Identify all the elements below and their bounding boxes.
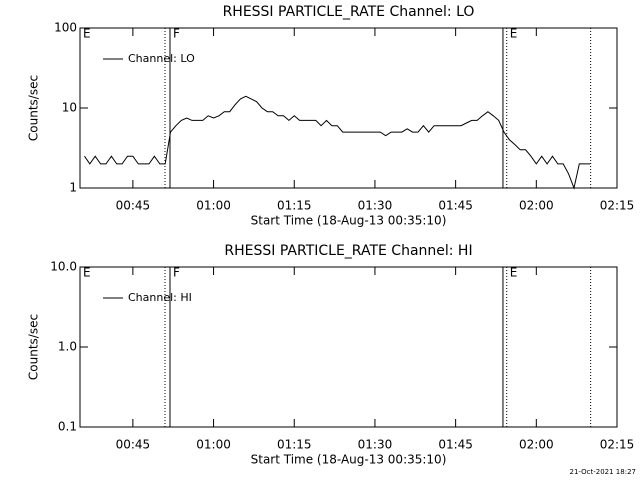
chart-title: RHESSI PARTICLE_RATE Channel: LO	[223, 4, 475, 20]
x-tick-label: 01:00	[196, 199, 231, 213]
y-tick-label: 10	[62, 101, 77, 115]
x-tick-label: 01:15	[277, 438, 312, 452]
flag-label: E	[510, 266, 518, 280]
x-tick-label: 00:45	[116, 438, 151, 452]
y-tick-label: 1	[69, 181, 77, 195]
flag-label: F	[173, 266, 180, 280]
y-axis-label: Counts/sec	[27, 75, 41, 141]
x-tick-label: 02:00	[519, 199, 554, 213]
flag-label: E	[83, 27, 91, 41]
y-tick-label: 10.0	[50, 260, 77, 274]
legend-label: Channel: LO	[128, 52, 195, 65]
y-tick-label: 100	[54, 21, 77, 35]
x-tick-label: 01:00	[196, 438, 231, 452]
flag-label: E	[83, 266, 91, 280]
flag-label: F	[173, 27, 180, 41]
x-tick-label: 02:00	[519, 438, 554, 452]
y-tick-label: 1.0	[58, 340, 77, 354]
y-axis-label: Counts/sec	[27, 314, 41, 380]
x-axis-label: Start Time (18-Aug-13 00:35:10)	[251, 214, 447, 228]
x-tick-label: 00:45	[116, 199, 151, 213]
x-tick-label: 01:30	[358, 438, 393, 452]
timestamp: 21-Oct-2021 18:27	[570, 468, 636, 476]
legend-label: Channel: HI	[128, 291, 192, 304]
flag-label: E	[510, 27, 518, 41]
x-tick-label: 01:15	[277, 199, 312, 213]
x-tick-label: 01:45	[438, 438, 473, 452]
x-tick-label: 01:45	[438, 199, 473, 213]
y-tick-label: 0.1	[58, 420, 77, 434]
x-tick-label: 02:15	[600, 199, 635, 213]
x-tick-label: 02:15	[600, 438, 635, 452]
x-axis-label: Start Time (18-Aug-13 00:35:10)	[251, 453, 447, 467]
chart-title: RHESSI PARTICLE_RATE Channel: HI	[224, 243, 472, 259]
x-tick-label: 01:30	[358, 199, 393, 213]
data-line	[84, 95, 591, 190]
